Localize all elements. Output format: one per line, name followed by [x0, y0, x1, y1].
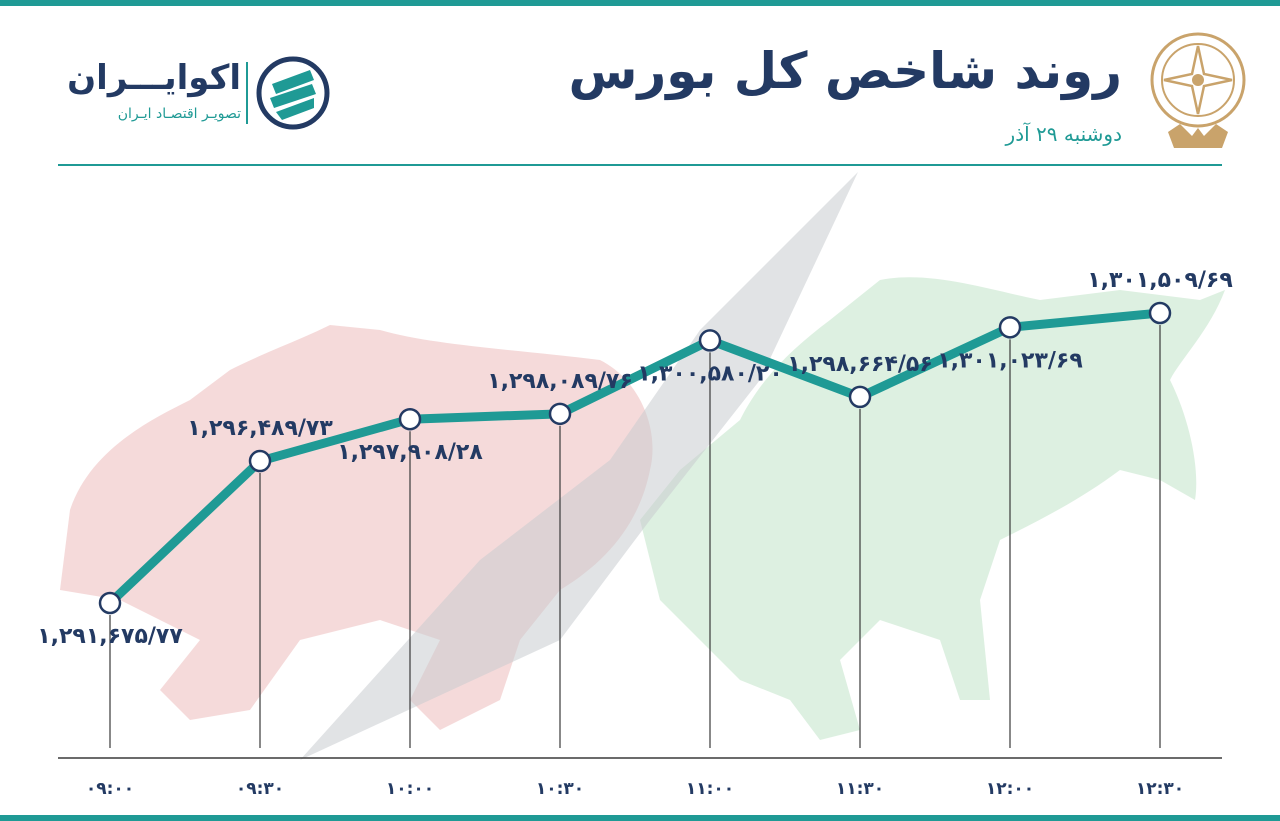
x-tick-label: ۱۲:۳۰: [1136, 779, 1184, 799]
bull-silhouette: [640, 277, 1225, 740]
data-labels: ۱,۲۹۱,۶۷۵/۷۷ ۱,۲۹۶,۴۸۹/۷۳۱,۲۹۷,۹۰۸/۲۸ ۱,۲۹…: [37, 268, 1233, 649]
data-label: ۱,۳۰۱,۰۲۳/۶۹: [937, 348, 1083, 373]
data-label: ۱,۲۹۸,۶۶۴/۵۶: [787, 352, 933, 377]
top-accent-bar: [0, 0, 1280, 6]
x-tick-label: ۱۱:۳۰: [836, 779, 884, 799]
bottom-accent-bar: [0, 815, 1280, 821]
header: روند شاخص کل بورس دوشنبه ۲۹ آذر اکوایـــ…: [0, 6, 1280, 166]
header-divider: [58, 164, 1222, 166]
data-point: [998, 316, 1022, 339]
data-point: [98, 591, 122, 615]
data-point: [848, 385, 872, 409]
brand-block: اکوایـــران تصویـر اقتصـاد ایـران: [67, 54, 350, 138]
data-point: [398, 407, 422, 431]
data-label: ۱,۲۹۱,۶۷۵/۷۷: [37, 624, 183, 649]
data-point: [548, 402, 572, 426]
brand-divider: [246, 62, 248, 124]
data-point: [248, 449, 272, 473]
chart-title: روند شاخص کل بورس: [568, 42, 1122, 100]
x-tick-label: ۰۹:۰۰: [86, 779, 134, 799]
chart-subtitle: دوشنبه ۲۹ آذر: [1005, 122, 1122, 146]
data-label: ۱,۲۹۸,۰۸۹/۷۶: [487, 369, 633, 394]
x-tick-labels: ۰۹:۰۰ ۰۹:۳۰ ۱۰:۰۰ ۱۰:۳۰ ۱۱:۰۰ ۱۱:۳۰ ۱۲:۰۰ ۱۲:۳۰: [86, 779, 1184, 799]
brand-tagline: تصویـر اقتصـاد ایـران: [117, 106, 241, 122]
x-tick-label: ۱۱:۰۰: [686, 779, 734, 799]
x-tick-label: ۰۹:۳۰: [236, 779, 284, 799]
data-label: ۱,۳۰۰,۵۸۰/۲۰: [637, 361, 783, 386]
series-line: [105, 308, 1165, 608]
data-label: ۱,۳۰۱,۵۰۹/۶۹: [1087, 268, 1233, 293]
data-point: [698, 329, 722, 352]
data-point: [1148, 301, 1172, 325]
trend-arrow-shape: [300, 172, 858, 760]
x-tick-label: ۱۲:۰۰: [986, 779, 1034, 799]
data-points: [98, 301, 1172, 615]
brand-name: اکوایـــران: [67, 58, 241, 98]
drop-lines: [109, 325, 1161, 748]
data-label: ۱,۲۹۶,۴۸۹/۷۳: [187, 416, 333, 441]
data-label: ۱,۲۹۷,۹۰۸/۲۸: [337, 440, 483, 465]
x-tick-label: ۱۰:۰۰: [386, 779, 434, 799]
stock-exchange-emblem-icon: [1150, 32, 1246, 148]
brand-logo-icon: [256, 56, 330, 130]
x-tick-label: ۱۰:۳۰: [536, 779, 584, 799]
